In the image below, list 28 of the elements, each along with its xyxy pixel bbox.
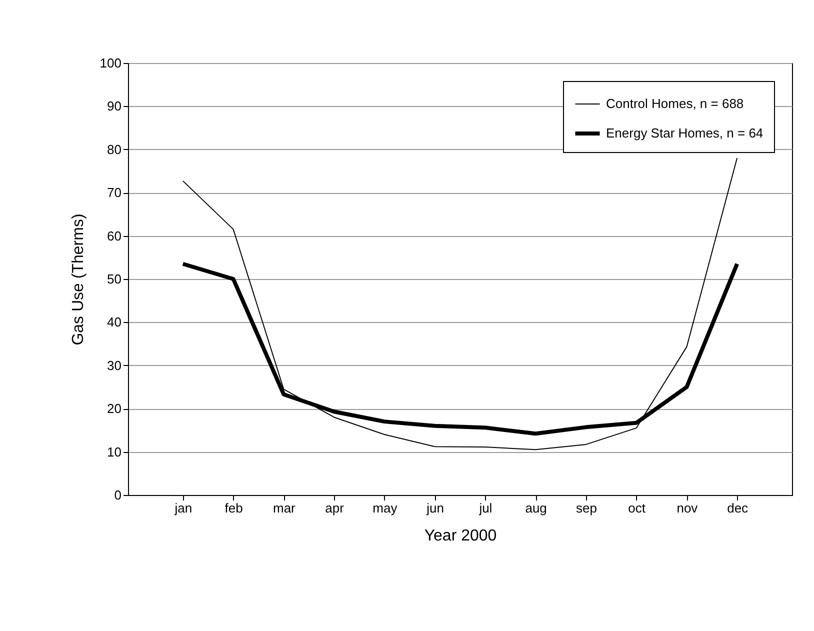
- line-series: [182, 158, 738, 450]
- x-tick-label: may: [372, 500, 398, 516]
- x-tick-label: nov: [676, 500, 698, 516]
- legend-label: Energy Star Homes, n = 64: [606, 126, 764, 140]
- x-tick-label: oct: [628, 500, 646, 516]
- x-tick-label: aug: [525, 500, 547, 516]
- x-tick-label: apr: [325, 500, 345, 516]
- y-tick-label: 40: [107, 314, 122, 330]
- y-tick-label: 50: [107, 272, 122, 286]
- y-tick-label: 20: [107, 401, 122, 416]
- y-tick-label: 10: [107, 444, 122, 460]
- x-tick-label: feb: [224, 500, 243, 516]
- y-tick-label: 0: [114, 488, 122, 502]
- y-tick-label: 100: [100, 56, 122, 70]
- x-tick-label: jul: [478, 500, 492, 516]
- x-tick-label: sep: [576, 500, 597, 516]
- x-axis-title: Year 2000: [424, 528, 497, 544]
- x-tick-label: dec: [727, 500, 749, 516]
- y-tick-label: 70: [107, 185, 122, 200]
- y-tick-label: 60: [107, 228, 122, 244]
- x-tick-label: jun: [426, 500, 444, 516]
- legend-label: Control Homes, n = 688: [606, 96, 744, 111]
- y-tick-label: 30: [107, 358, 122, 373]
- x-tick-label: jan: [174, 500, 192, 516]
- y-axis-title: Gas Use (Therms): [70, 214, 87, 346]
- y-tick-label: 80: [107, 142, 122, 157]
- x-tick-label: mar: [272, 500, 296, 516]
- y-tick-label: 90: [107, 98, 122, 114]
